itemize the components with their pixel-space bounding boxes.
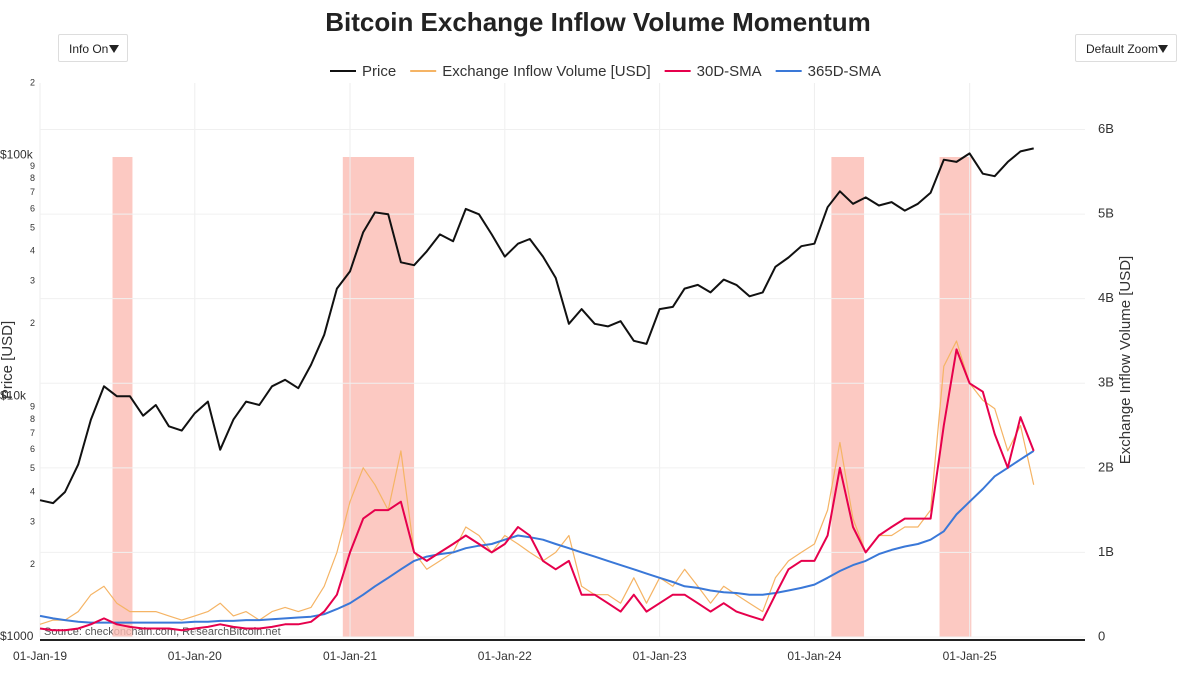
- y2-tick-label: 5B: [1098, 206, 1114, 221]
- x-tick-label: 01-Jan-23: [633, 649, 687, 663]
- legend-label: 365D-SMA: [808, 63, 881, 80]
- highlight-range: [342, 157, 415, 637]
- legend-label: Exchange Inflow Volume [USD]: [442, 63, 650, 80]
- x-tick-label: 01-Jan-21: [323, 649, 377, 663]
- y-tick-label: 2: [30, 559, 35, 569]
- zoom-label: Default Zoom: [1086, 42, 1159, 56]
- y-tick-label: 4: [30, 246, 35, 256]
- y-tick-label: 8: [30, 414, 35, 424]
- legend-label: 30D-SMA: [697, 63, 762, 80]
- y-axis-label: Price [USD]: [0, 321, 16, 399]
- y-tick-label: 2: [30, 77, 35, 87]
- y-tick-label: 3: [30, 517, 35, 527]
- y-tick-label: 4: [30, 486, 35, 496]
- x-tick-label: 01-Jan-24: [787, 649, 841, 663]
- info-label: Info On: [69, 42, 109, 56]
- highlight-range: [831, 157, 865, 637]
- dropdown-arrow: [1158, 45, 1168, 53]
- y-tick-label: 7: [30, 428, 35, 438]
- y-tick-label: 9: [30, 402, 35, 412]
- y-tick-label: $1000: [0, 629, 34, 643]
- dropdown-arrow: [109, 45, 119, 53]
- y-tick-label: $100k: [0, 148, 34, 162]
- x-tick-label: 01-Jan-25: [943, 649, 997, 663]
- y-tick-label: 6: [30, 444, 35, 454]
- highlight-range: [939, 157, 972, 637]
- y2-tick-label: 0: [1098, 628, 1105, 643]
- y-tick-label: 2: [30, 318, 35, 328]
- y2-tick-label: 1B: [1098, 544, 1114, 559]
- x-tick-label: 01-Jan-19: [13, 649, 67, 663]
- legend-label: Price: [362, 63, 396, 80]
- y-tick-label: 3: [30, 276, 35, 286]
- y-tick-label: 5: [30, 463, 35, 473]
- y-tick-label: 5: [30, 222, 35, 232]
- y-tick-label: 9: [30, 161, 35, 171]
- info-dropdown[interactable]: Info On: [58, 34, 128, 62]
- chart-title: Bitcoin Exchange Inflow Volume Momentum: [325, 7, 871, 37]
- y2-tick-label: 4B: [1098, 290, 1114, 305]
- y2-axis-label: Exchange Inflow Volume [USD]: [1117, 256, 1134, 464]
- zoom-dropdown[interactable]: Default Zoom: [1075, 34, 1177, 62]
- highlight-range: [112, 157, 133, 637]
- x-tick-label: 01-Jan-22: [478, 649, 532, 663]
- source-note: Source: checkonchain.com, ResearchBitcoi…: [44, 626, 281, 638]
- y-tick-label: 6: [30, 203, 35, 213]
- x-tick-label: 01-Jan-20: [168, 649, 222, 663]
- y2-tick-label: 3B: [1098, 375, 1114, 390]
- y2-tick-label: 2B: [1098, 459, 1114, 474]
- y-tick-label: 7: [30, 187, 35, 197]
- y-tick-label: $10k: [0, 388, 27, 402]
- series-line: [39, 340, 1035, 625]
- series-line: [39, 147, 1034, 505]
- y2-tick-label: 6B: [1098, 121, 1114, 136]
- y-tick-label: 8: [30, 173, 35, 183]
- series-line: [39, 450, 1035, 624]
- series-line: [39, 348, 1035, 632]
